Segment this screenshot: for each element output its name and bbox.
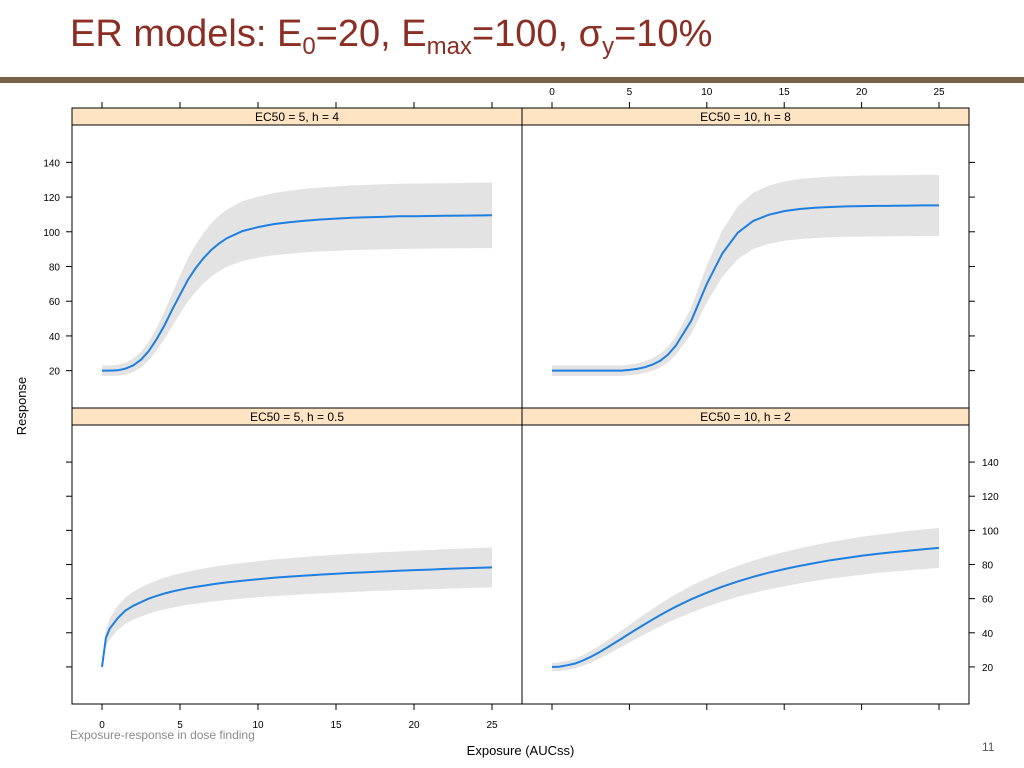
confidence-band bbox=[552, 528, 939, 672]
confidence-band bbox=[102, 182, 492, 376]
x-tick-label-bottom: 5 bbox=[177, 720, 183, 731]
panel-frame bbox=[71, 107, 970, 705]
y-tick-label-left: 20 bbox=[49, 367, 61, 378]
confidence-band bbox=[552, 174, 939, 376]
mean-response-line bbox=[552, 546, 940, 668]
mean-response-line bbox=[552, 204, 939, 372]
y-tick-label-left: 140 bbox=[43, 158, 60, 169]
slide-title: ER models: E0=20, Emax=100, σy=10% bbox=[70, 13, 713, 58]
x-tick-label-top: 25 bbox=[933, 87, 945, 98]
mean-response-line bbox=[101, 566, 493, 668]
y-tick-label-right: 100 bbox=[982, 526, 999, 537]
x-tick-label-top: 5 bbox=[627, 87, 633, 98]
x-axis-title: Exposure (AUCss) bbox=[467, 743, 575, 758]
title-suffix: =10% bbox=[614, 13, 713, 55]
panel-strip-label: EC50 = 5, h = 4 bbox=[255, 110, 339, 124]
panel-strip-label: EC50 = 10, h = 8 bbox=[700, 110, 791, 124]
confidence-band bbox=[102, 547, 492, 672]
title-mid-2: =100, σ bbox=[471, 13, 603, 55]
title-sub-y: y bbox=[602, 33, 615, 60]
x-tick-label-bottom: 0 bbox=[99, 720, 105, 731]
panel-strip-label: EC50 = 5, h = 0.5 bbox=[250, 410, 344, 424]
y-tick-label-left: 80 bbox=[49, 263, 61, 274]
x-tick-label-bottom: 20 bbox=[408, 720, 420, 731]
y-axis-title: Response bbox=[14, 377, 29, 436]
footer-text: Exposure-response in dose finding bbox=[70, 728, 255, 742]
y-tick-label-right: 60 bbox=[982, 595, 994, 606]
y-tick-label-left: 40 bbox=[49, 332, 61, 343]
y-tick-label-right: 120 bbox=[982, 492, 999, 503]
y-tick-label-right: 140 bbox=[982, 458, 999, 469]
x-tick-label-top: 15 bbox=[779, 87, 791, 98]
mean-response-line bbox=[102, 214, 493, 372]
y-tick-label-right: 40 bbox=[982, 629, 994, 640]
title-mid-1: =20, E bbox=[315, 13, 427, 55]
x-tick-label-bottom: 10 bbox=[252, 720, 264, 731]
y-tick-label-right: 80 bbox=[982, 561, 994, 572]
y-tick-label-left: 60 bbox=[49, 297, 61, 308]
title-sub-max: max bbox=[426, 33, 472, 60]
y-tick-label-left: 100 bbox=[43, 228, 60, 239]
y-tick-label-left: 120 bbox=[43, 193, 60, 204]
x-tick-label-bottom: 15 bbox=[330, 720, 342, 731]
title-sub-0: 0 bbox=[302, 33, 316, 60]
panel-strip-label: EC50 = 10, h = 2 bbox=[700, 410, 791, 424]
y-tick-label-right: 20 bbox=[982, 663, 994, 674]
page-number: 11 bbox=[982, 740, 995, 754]
x-tick-label-top: 10 bbox=[701, 87, 713, 98]
x-tick-label-bottom: 25 bbox=[486, 720, 498, 731]
x-tick-label-top: 20 bbox=[856, 87, 868, 98]
title-prefix: ER models: E bbox=[70, 13, 303, 55]
title-divider bbox=[0, 77, 1024, 83]
x-tick-label-top: 0 bbox=[549, 87, 555, 98]
